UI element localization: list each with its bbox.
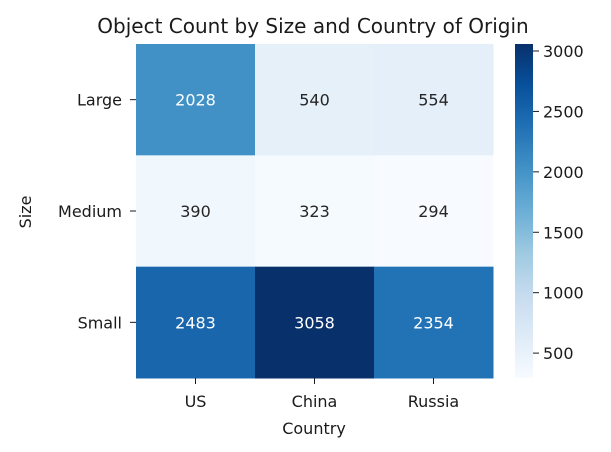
cell-value-label: 323 xyxy=(299,202,330,221)
colorbar-tick-label: 2500 xyxy=(543,102,584,121)
cell-value-label: 540 xyxy=(299,91,330,110)
colorbar-tick-label: 3000 xyxy=(543,42,584,61)
cell-value-label: 3058 xyxy=(294,313,335,332)
heatmap-cell xyxy=(255,266,375,379)
y-axis-label: Size xyxy=(16,196,35,229)
x-tick-label: US xyxy=(185,392,207,411)
cell-value-label: 554 xyxy=(418,91,449,110)
cell-value-label: 294 xyxy=(418,202,449,221)
cell-value-label: 2354 xyxy=(413,313,454,332)
x-tick-label: Russia xyxy=(408,392,459,411)
y-axis-ticks: Large Medium Small xyxy=(58,91,136,332)
y-tick-label: Small xyxy=(78,313,122,332)
heatmap-cell xyxy=(374,44,494,156)
colorbar-tick-label: 2000 xyxy=(543,163,584,182)
heatmap-cell xyxy=(374,155,494,268)
y-tick-label: Large xyxy=(77,91,122,110)
heatmap-cell xyxy=(374,266,494,379)
cell-value-label: 2028 xyxy=(175,91,216,110)
colorbar-tick-label: 1500 xyxy=(543,223,584,242)
x-axis-ticks: US China Russia xyxy=(185,377,459,411)
colorbar-ticks: 500 1000 1500 2000 2500 3000 xyxy=(533,42,584,363)
colorbar xyxy=(515,44,533,378)
heatmap-cell xyxy=(136,44,256,156)
heatmap-cells: 2028 540 554 390 323 294 2483 3058 2354 xyxy=(136,44,494,379)
chart-title: Object Count by Size and Country of Orig… xyxy=(97,14,528,38)
x-tick-label: China xyxy=(292,392,338,411)
cell-value-label: 2483 xyxy=(175,313,216,332)
colorbar-tick-label: 500 xyxy=(543,344,574,363)
heatmap-cell xyxy=(255,44,375,156)
cell-value-label: 390 xyxy=(180,202,211,221)
colorbar-tick-label: 1000 xyxy=(543,284,584,303)
y-tick-label: Medium xyxy=(58,202,122,221)
heatmap-cell xyxy=(136,155,256,268)
heatmap-cell xyxy=(136,266,256,379)
x-axis-label: Country xyxy=(282,419,346,438)
heatmap-cell xyxy=(255,155,375,268)
